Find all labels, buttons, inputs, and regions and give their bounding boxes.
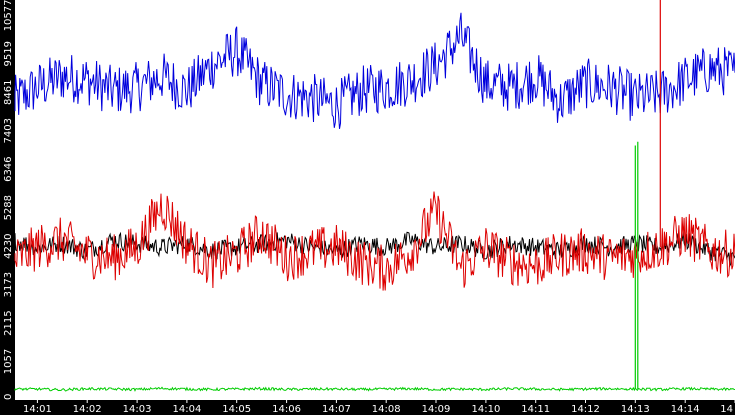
x-tick-label: 14:08	[372, 404, 401, 415]
x-axis-ticks: 14:01 14:02 14:03 14:04 14:05 14:06 14:07 14:08…	[23, 400, 735, 415]
x-tick-label: 14:14	[671, 404, 700, 415]
y-tick-label: 7403	[3, 118, 14, 143]
series-lines	[14, 12, 735, 392]
x-tick-label: 14:03	[123, 404, 152, 415]
y-tick-label: 5288	[3, 195, 14, 220]
series-line-0	[14, 12, 735, 129]
y-tick-label: 2115	[3, 310, 14, 335]
y-axis-strip	[0, 0, 15, 400]
x-tick-label: 14:09	[422, 404, 451, 415]
x-tick-label: 14	[720, 404, 733, 415]
series-line-2	[14, 191, 735, 291]
x-axis-strip	[0, 400, 735, 415]
x-tick-label: 14:11	[521, 404, 550, 415]
x-tick-label: 14:10	[471, 404, 500, 415]
series-line-3	[14, 386, 735, 392]
y-tick-label: 0	[3, 394, 14, 400]
x-tick-label: 14:07	[322, 404, 351, 415]
y-tick-label: 4230	[3, 233, 14, 258]
x-tick-label: 14:12	[571, 404, 600, 415]
y-tick-label: 1057	[3, 349, 14, 374]
x-tick-label: 14:13	[621, 404, 650, 415]
y-axis-ticks: 0 1057 2115 3173 4230 5288 6346 7403 8461 9519 105…	[3, 0, 14, 400]
y-tick-label: 10577	[3, 0, 14, 31]
x-tick-label: 14:04	[172, 404, 201, 415]
series-line-1	[14, 231, 735, 268]
x-tick-label: 14:05	[222, 404, 251, 415]
y-tick-label: 6346	[3, 156, 14, 181]
x-tick-label: 14:06	[272, 404, 301, 415]
x-tick-label: 14:01	[23, 404, 52, 415]
spike-lines	[634, 0, 661, 390]
y-tick-label: 8461	[3, 80, 14, 105]
x-tick-label: 14:02	[73, 404, 102, 415]
y-tick-label: 3173	[3, 272, 14, 297]
y-tick-label: 9519	[3, 41, 14, 66]
